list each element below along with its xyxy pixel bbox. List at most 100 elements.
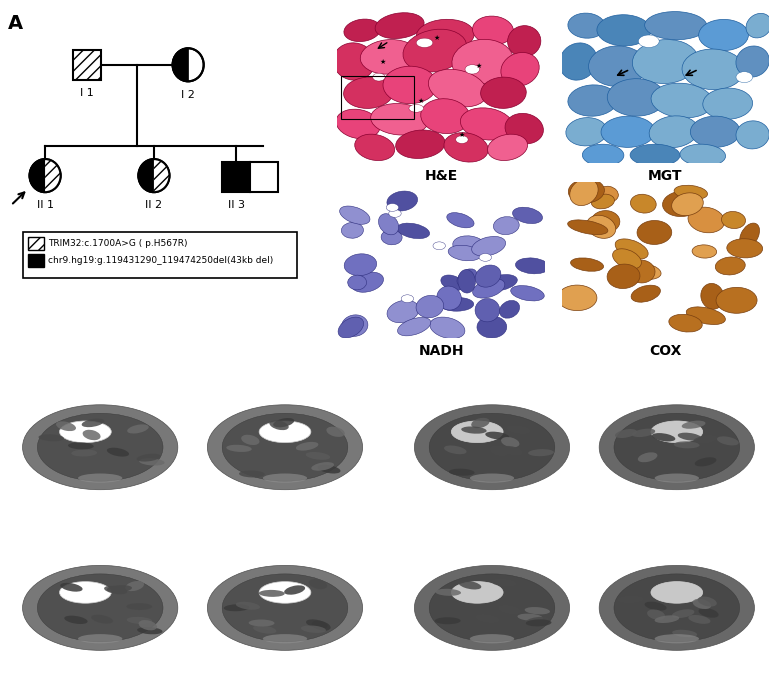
Ellipse shape — [444, 446, 466, 454]
Ellipse shape — [416, 19, 474, 51]
Text: NADH: NADH — [418, 344, 464, 358]
Ellipse shape — [587, 215, 615, 238]
Polygon shape — [45, 159, 61, 192]
Ellipse shape — [403, 29, 467, 72]
Ellipse shape — [444, 133, 488, 162]
Ellipse shape — [284, 585, 305, 594]
Ellipse shape — [630, 144, 680, 166]
Ellipse shape — [312, 462, 334, 471]
Ellipse shape — [455, 136, 468, 143]
Ellipse shape — [717, 437, 739, 446]
Text: TRIM32:c.1700A>G ( p.H567R): TRIM32:c.1700A>G ( p.H567R) — [48, 239, 188, 248]
Ellipse shape — [601, 116, 655, 147]
Ellipse shape — [326, 427, 345, 437]
Ellipse shape — [678, 432, 702, 441]
Ellipse shape — [465, 64, 479, 74]
Text: COX: COX — [650, 344, 681, 358]
Ellipse shape — [435, 617, 461, 624]
Ellipse shape — [597, 15, 651, 46]
Ellipse shape — [82, 430, 100, 440]
Ellipse shape — [373, 73, 385, 81]
Ellipse shape — [64, 616, 88, 624]
Circle shape — [60, 421, 111, 443]
Ellipse shape — [351, 272, 384, 292]
Text: ★: ★ — [380, 59, 386, 64]
Text: A: A — [8, 14, 23, 33]
Circle shape — [30, 159, 61, 192]
Ellipse shape — [481, 77, 526, 109]
Ellipse shape — [486, 432, 509, 439]
Ellipse shape — [91, 614, 113, 623]
Ellipse shape — [239, 471, 265, 477]
Ellipse shape — [476, 614, 499, 623]
Ellipse shape — [699, 608, 719, 618]
Circle shape — [451, 421, 503, 443]
Ellipse shape — [236, 602, 260, 610]
FancyBboxPatch shape — [28, 254, 44, 266]
Ellipse shape — [387, 191, 417, 211]
Ellipse shape — [501, 437, 520, 447]
Ellipse shape — [107, 448, 129, 457]
Ellipse shape — [458, 270, 476, 293]
Ellipse shape — [698, 597, 717, 607]
Ellipse shape — [472, 237, 506, 256]
FancyBboxPatch shape — [23, 232, 297, 278]
Ellipse shape — [645, 601, 667, 610]
Ellipse shape — [524, 607, 550, 614]
Ellipse shape — [414, 565, 570, 650]
Ellipse shape — [71, 450, 97, 457]
Ellipse shape — [568, 85, 618, 116]
Ellipse shape — [249, 619, 274, 626]
Ellipse shape — [618, 596, 643, 603]
Ellipse shape — [338, 317, 364, 338]
Ellipse shape — [127, 424, 148, 433]
Ellipse shape — [501, 446, 523, 455]
Ellipse shape — [612, 249, 641, 269]
Ellipse shape — [222, 413, 348, 481]
Ellipse shape — [507, 26, 541, 57]
Ellipse shape — [626, 263, 661, 280]
Ellipse shape — [570, 258, 604, 271]
Ellipse shape — [491, 579, 516, 587]
Ellipse shape — [630, 194, 657, 213]
Text: I 1: I 1 — [80, 88, 94, 98]
Ellipse shape — [383, 66, 437, 104]
Ellipse shape — [333, 43, 375, 80]
Ellipse shape — [693, 435, 717, 444]
Ellipse shape — [722, 212, 745, 228]
Ellipse shape — [23, 405, 178, 490]
Ellipse shape — [716, 287, 757, 313]
Ellipse shape — [56, 421, 76, 431]
Ellipse shape — [680, 144, 726, 166]
Ellipse shape — [513, 208, 542, 224]
Ellipse shape — [296, 442, 319, 450]
Polygon shape — [154, 159, 169, 192]
Ellipse shape — [460, 108, 514, 140]
Circle shape — [60, 581, 111, 603]
Ellipse shape — [674, 185, 708, 199]
Ellipse shape — [566, 118, 607, 146]
FancyBboxPatch shape — [250, 163, 278, 192]
Ellipse shape — [688, 207, 724, 233]
Circle shape — [651, 421, 702, 443]
Ellipse shape — [453, 236, 486, 255]
Ellipse shape — [471, 418, 490, 428]
Ellipse shape — [655, 634, 699, 644]
Ellipse shape — [674, 441, 699, 448]
Ellipse shape — [253, 626, 277, 634]
Ellipse shape — [386, 203, 399, 211]
Ellipse shape — [501, 53, 539, 86]
Ellipse shape — [398, 318, 430, 336]
Ellipse shape — [226, 445, 252, 452]
Text: H&E: H&E — [424, 170, 458, 183]
Ellipse shape — [615, 429, 637, 438]
Ellipse shape — [447, 212, 474, 228]
Ellipse shape — [649, 116, 699, 147]
Ellipse shape — [524, 617, 548, 626]
Ellipse shape — [207, 565, 363, 650]
Ellipse shape — [82, 419, 104, 427]
Ellipse shape — [490, 446, 508, 456]
Ellipse shape — [336, 109, 380, 138]
Ellipse shape — [695, 457, 716, 466]
Ellipse shape — [647, 610, 665, 620]
